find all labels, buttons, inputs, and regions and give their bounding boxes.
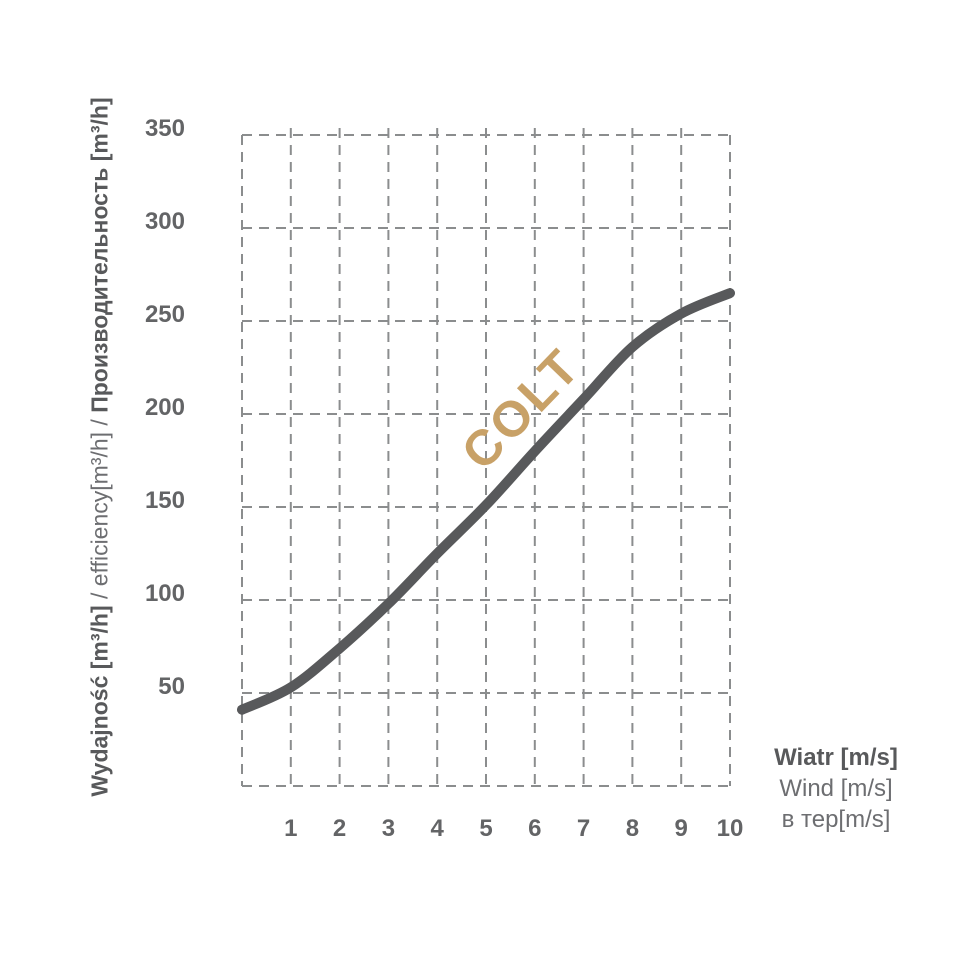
x-axis-title-line: Wind [m/s] — [779, 775, 893, 802]
x-tick-label: 4 — [430, 815, 444, 842]
x-tick-label: 6 — [528, 815, 542, 842]
y-tick-label: 300 — [144, 208, 185, 235]
y-tick-label: 100 — [144, 580, 185, 607]
x-tick-label: 7 — [576, 815, 591, 842]
y-tick-label: 200 — [144, 394, 185, 421]
y-axis-title-segment: efficiency[m³/h] — [86, 431, 113, 587]
x-tick-label: 5 — [479, 815, 493, 842]
x-axis-title-line: в тер[m/s] — [781, 806, 891, 833]
y-tick-label: 50 — [158, 673, 185, 700]
y-axis-title-segment: Производительность [m³/h] — [86, 97, 113, 413]
y-axis-title-segment: / — [86, 586, 113, 606]
x-tick-label: 10 — [716, 815, 744, 842]
y-tick-label: 250 — [144, 301, 185, 328]
x-axis-title-line: Wiatr [m/s] — [774, 744, 898, 771]
y-tick-label: 350 — [144, 115, 185, 142]
x-tick-label: 9 — [674, 815, 688, 842]
x-tick-label: 8 — [625, 815, 640, 842]
x-tick-label: 3 — [381, 815, 396, 842]
y-axis-title-segment: / — [86, 412, 113, 432]
y-axis-title: Wydajność [m³/h] / efficiency[m³/h] / Пр… — [87, 97, 114, 796]
x-tick-label: 1 — [284, 815, 298, 842]
efficiency-curve — [237, 288, 735, 715]
x-tick-label: 2 — [332, 815, 347, 842]
y-axis-title-segment: Wydajność [m³/h] — [86, 605, 113, 797]
x-axis-title: Wiatr [m/s] Wind [m/s] в тер[m/s] — [726, 742, 946, 835]
y-tick-label: 150 — [144, 487, 185, 514]
